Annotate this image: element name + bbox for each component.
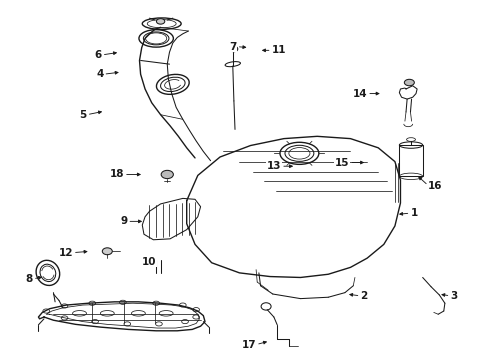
Ellipse shape — [230, 46, 238, 52]
Text: 3: 3 — [450, 291, 458, 301]
Ellipse shape — [102, 248, 112, 255]
Text: 17: 17 — [242, 339, 256, 350]
Text: 8: 8 — [25, 274, 33, 284]
Text: 15: 15 — [335, 158, 349, 167]
FancyBboxPatch shape — [399, 145, 423, 176]
Text: 18: 18 — [109, 170, 124, 180]
Text: 10: 10 — [142, 257, 157, 267]
Text: 13: 13 — [267, 161, 281, 171]
Ellipse shape — [156, 19, 165, 24]
Text: 5: 5 — [79, 110, 87, 120]
Text: 14: 14 — [352, 89, 367, 99]
Text: 6: 6 — [95, 50, 102, 60]
Text: 1: 1 — [411, 208, 417, 218]
Text: 11: 11 — [271, 45, 286, 55]
Ellipse shape — [161, 170, 173, 179]
Ellipse shape — [404, 79, 415, 86]
Text: 16: 16 — [428, 180, 443, 190]
Text: 2: 2 — [361, 291, 368, 301]
Text: 7: 7 — [229, 42, 237, 52]
Text: 9: 9 — [120, 216, 127, 226]
Text: 12: 12 — [58, 248, 73, 258]
Text: 4: 4 — [96, 69, 103, 79]
